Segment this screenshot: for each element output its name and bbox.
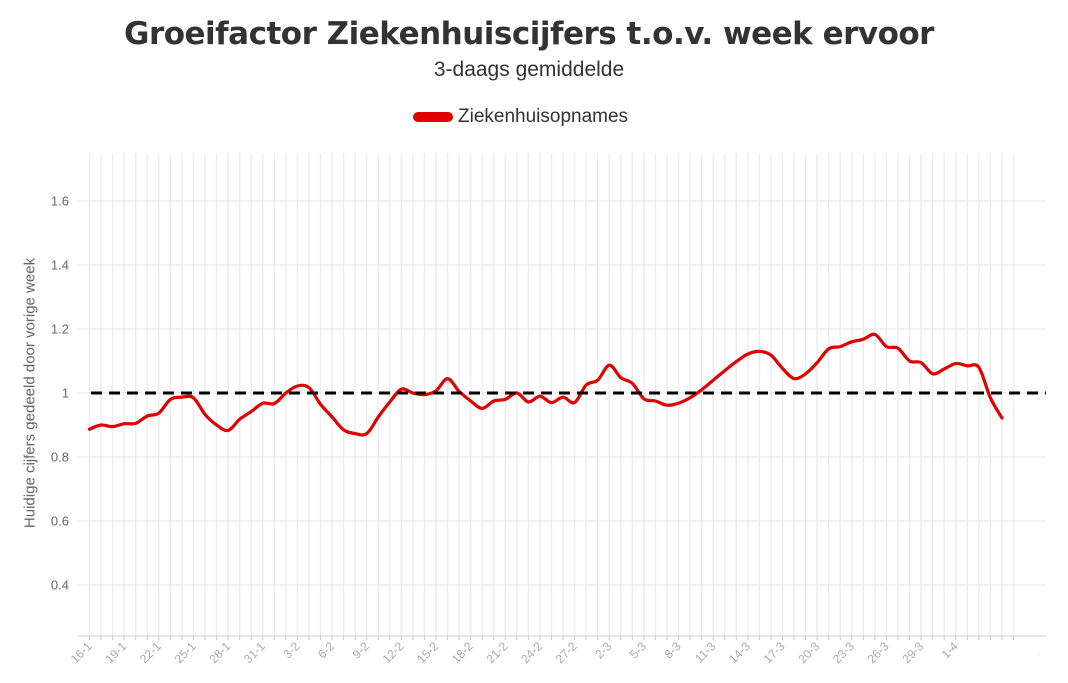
x-axis-tick-labels: 16-1 19-1 22-1 25-1 28-1 31-1 3-2 6-2 9-2 12-2 15-…: [68, 639, 1040, 666]
x-tick-label: 1-4: [939, 639, 961, 661]
series-layer: [87, 332, 1004, 437]
x-tick-label: 6-2: [315, 639, 337, 661]
x-tick-label: 15-2: [414, 639, 441, 666]
x-tick-label: 26-3: [865, 639, 892, 666]
y-tick-label: 0.4: [51, 578, 69, 593]
y-tick-label: 0.8: [51, 450, 69, 465]
x-tick-label: 23-3: [830, 639, 857, 666]
x-tick-label: 5-3: [627, 639, 649, 661]
x-tick-label: 14-3: [726, 639, 753, 666]
x-tick-overflow-mark: .: [1037, 647, 1040, 658]
x-tick-label: 20-3: [795, 639, 822, 666]
x-tick-label: 28-1: [206, 639, 233, 666]
chart-subtitle: 3-daags gemiddelde: [433, 58, 625, 81]
x-axis: [78, 635, 1046, 640]
x-tick-label: 21-2: [484, 639, 511, 666]
x-tick-label: 2-3: [592, 639, 614, 661]
series-line-ziekenhuisopnames: [87, 332, 1004, 437]
y-axis-ticks: 0.4 0.6 0.8 1 1.2 1.4 1.6: [51, 194, 69, 593]
x-tick-label: 3-2: [280, 639, 302, 661]
y-tick-label: 1.2: [51, 322, 69, 337]
chart-title: Groeifactor Ziekenhuiscijfers t.o.v. wee…: [124, 16, 934, 52]
legend-label: Ziekenhuisopnames: [458, 106, 629, 127]
x-tick-label: 17-3: [761, 639, 788, 666]
x-tick-label: 8-3: [662, 639, 684, 661]
x-tick-label: 24-2: [518, 639, 545, 666]
legend-swatch: [413, 112, 453, 122]
x-tick-label: 11-3: [692, 639, 718, 665]
x-tick-label: 12-2: [380, 639, 407, 666]
x-tick-label: 18-2: [449, 639, 476, 666]
x-tick-label: 27-2: [553, 639, 580, 666]
x-tick-label: 31-1: [241, 639, 268, 666]
x-tick-label: 19-1: [102, 639, 129, 666]
horizontal-gridlines: [78, 200, 1046, 586]
x-tick-label: 9-2: [350, 639, 372, 661]
x-tick-label: 25-1: [172, 639, 199, 666]
x-tick-label: 16-1: [68, 639, 95, 666]
y-tick-label: 0.6: [51, 514, 69, 529]
legend-item-ziekenhuisopnames[interactable]: Ziekenhuisopnames: [413, 105, 628, 129]
x-tick-label: 29-3: [899, 639, 926, 666]
y-tick-label: 1.4: [51, 258, 69, 273]
x-tick-label: 22-1: [137, 639, 164, 666]
y-tick-label: 1: [62, 386, 69, 401]
y-tick-label: 1.6: [51, 194, 69, 209]
